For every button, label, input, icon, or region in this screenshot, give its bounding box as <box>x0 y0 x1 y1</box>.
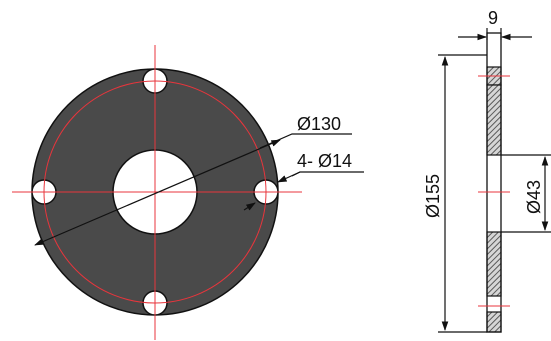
bolt-circle-dimension <box>34 133 352 246</box>
side-outline <box>486 32 502 333</box>
thickness-label: 9 <box>488 8 498 28</box>
bolt-circle-leader <box>259 133 352 149</box>
bolt-hole-leader-inner <box>243 202 256 211</box>
bolt-hole-leader-shelf <box>291 171 364 177</box>
bolt-hole-dimension <box>243 171 364 211</box>
side-view: Ø155 Ø43 9 <box>423 8 551 333</box>
outer-diameter-dimension <box>438 54 487 333</box>
section-bottom-face <box>486 311 502 333</box>
outer-diameter-label: Ø155 <box>423 174 443 218</box>
bolt-circle-label: Ø130 <box>297 114 341 134</box>
section-upper-body <box>486 84 502 156</box>
thickness-dimension <box>458 28 532 41</box>
bolt-hole-label: 4- Ø14 <box>297 151 352 171</box>
center-hole-label: Ø43 <box>524 180 544 214</box>
front-view: Ø130 4- Ø14 <box>12 45 364 340</box>
section-lower-body <box>486 231 502 297</box>
center-hole-dimension <box>501 154 551 233</box>
side-centerlines <box>478 75 510 307</box>
bolt-circle-dimension-line <box>34 139 281 246</box>
